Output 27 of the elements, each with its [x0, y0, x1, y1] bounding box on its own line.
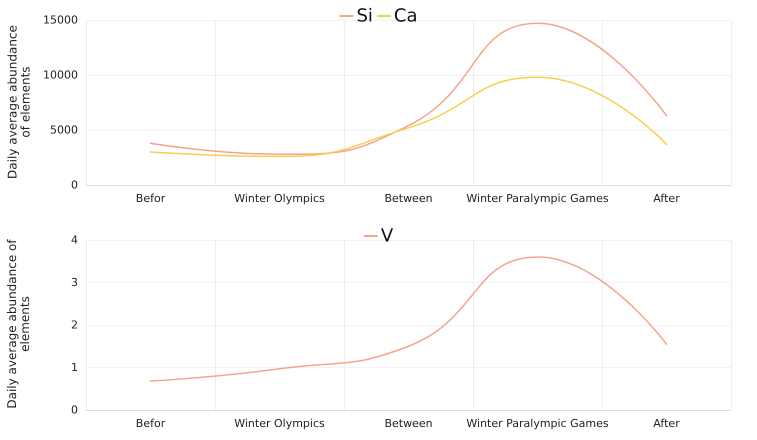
x-tick-label: Between — [384, 192, 433, 205]
y-tick-label: 0 — [71, 178, 78, 192]
y-tick-label: 2 — [71, 318, 78, 332]
legend-label: V — [380, 226, 394, 246]
legend-label: Ca — [394, 6, 418, 26]
y-axis-title: Daily average abundance of elements — [5, 239, 32, 409]
y-axis-title: Daily average abundance of elements — [5, 24, 32, 180]
x-tick-label: Befor — [136, 192, 166, 205]
line-series — [150, 22, 668, 155]
line-series — [150, 76, 668, 158]
line-series — [150, 256, 668, 382]
x-tick-label: Winter Paralympic Games — [466, 192, 609, 205]
x-tick-label: After — [653, 192, 680, 205]
x-tick-label: After — [653, 417, 680, 430]
y-tick-label: 1 — [71, 361, 78, 374]
y-tick-label: 4 — [71, 234, 78, 246]
x-tick-label: Befor — [136, 417, 166, 430]
x-tick-label: Winter Olympics — [234, 192, 326, 205]
y-tick-label: 10000 — [43, 68, 78, 82]
x-tick-label: Winter Olympics — [234, 417, 326, 430]
y-tick-label: 3 — [71, 276, 78, 289]
legend-label: Si — [356, 6, 373, 26]
x-tick-label: Winter Paralympic Games — [466, 417, 609, 430]
x-tick-label: Between — [384, 417, 433, 430]
y-tick-label: 0 — [71, 404, 78, 416]
y-tick-label: 15000 — [43, 14, 78, 26]
y-tick-label: 5000 — [50, 124, 78, 136]
